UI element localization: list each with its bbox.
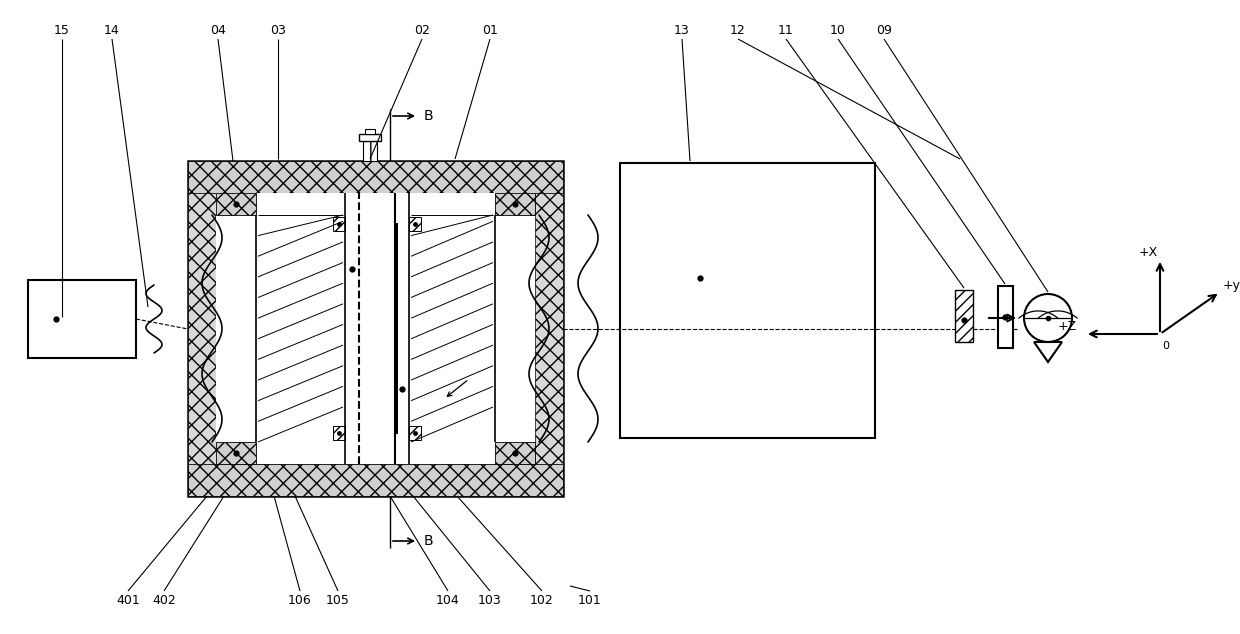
Bar (29, 280, 136, 358)
Text: +y: +y (1223, 280, 1240, 292)
Text: 104: 104 (436, 593, 460, 607)
Text: 105: 105 (326, 593, 350, 607)
Text: +X: +X (1138, 245, 1158, 259)
Bar (409, 217, 422, 231)
Text: 102: 102 (531, 593, 554, 607)
Text: 03: 03 (270, 23, 286, 37)
Text: 11: 11 (779, 23, 794, 37)
Bar (188, 464, 563, 496)
Bar (495, 442, 534, 464)
Bar (365, 129, 374, 134)
Bar (998, 286, 1013, 348)
Bar (534, 193, 563, 464)
Text: 402: 402 (153, 593, 176, 607)
Text: 02: 02 (414, 23, 430, 37)
Text: 0: 0 (1163, 341, 1169, 351)
Text: 14: 14 (104, 23, 120, 37)
Text: 10: 10 (830, 23, 846, 37)
Bar (188, 161, 563, 496)
Bar (216, 442, 255, 464)
Text: 15: 15 (55, 23, 69, 37)
Text: 12: 12 (730, 23, 746, 37)
Bar (620, 163, 875, 438)
Bar (360, 134, 381, 141)
Bar (216, 193, 534, 464)
Text: 04: 04 (210, 23, 226, 37)
Bar (188, 193, 216, 464)
Bar (334, 217, 345, 231)
Bar (495, 193, 534, 215)
Text: B: B (423, 109, 433, 123)
Text: 13: 13 (675, 23, 689, 37)
Text: 101: 101 (578, 593, 601, 607)
Text: B: B (423, 534, 433, 548)
Text: 401: 401 (117, 593, 140, 607)
Bar (409, 426, 422, 440)
Text: 09: 09 (877, 23, 892, 37)
Bar (396, 223, 398, 434)
Bar (363, 141, 377, 161)
Bar (188, 161, 563, 193)
Text: 01: 01 (482, 23, 498, 37)
Bar (216, 193, 255, 215)
Bar (955, 290, 973, 342)
Text: 106: 106 (288, 593, 312, 607)
Bar (334, 426, 345, 440)
Text: +Z: +Z (1058, 320, 1076, 332)
Text: 103: 103 (479, 593, 502, 607)
